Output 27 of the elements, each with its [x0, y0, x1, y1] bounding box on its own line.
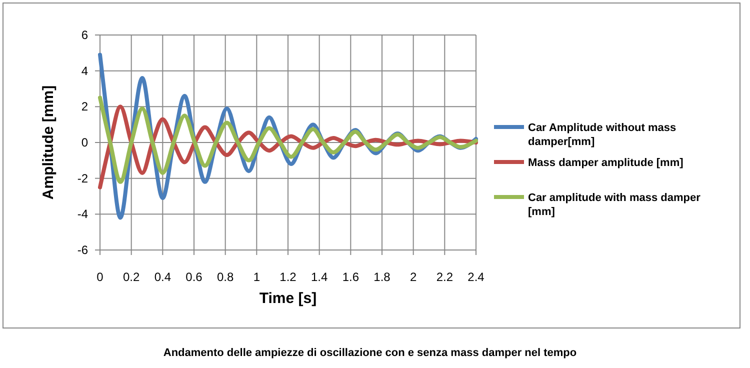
y-tick-label: 2 — [81, 100, 88, 114]
legend-label: Mass damper amplitude [mm] — [528, 157, 684, 169]
x-axis-title: Time [s] — [259, 290, 317, 307]
x-tick-label: 2 — [410, 270, 417, 284]
y-tick-label: -4 — [77, 207, 88, 222]
x-tick-label: 0.6 — [186, 270, 203, 284]
text: Andamento delle ampiezze di oscillazione con e senza mass damper nel tempo — [163, 347, 577, 359]
x-tick-label: 1.4 — [310, 270, 328, 284]
x-tick-label: 1.8 — [374, 270, 391, 284]
x-tick-label: 2.4 — [468, 270, 485, 284]
legend-label: Car amplitude with mass damper [mm] — [528, 192, 702, 218]
legend-label: Car Amplitude without mass damper[mm] — [528, 122, 676, 148]
x-tick-label: 2.2 — [436, 270, 454, 284]
x-tick-label: 0.2 — [122, 270, 140, 284]
y-tick-label: -6 — [77, 243, 88, 257]
y-tick-label: 6 — [81, 28, 88, 42]
x-tick-label: 0.4 — [154, 270, 172, 284]
y-tick-label: 0 — [81, 136, 88, 150]
x-tick-label: 1.2 — [280, 270, 297, 284]
y-tick-label: -2 — [77, 171, 88, 186]
x-tick-label: 1 — [253, 270, 260, 284]
y-tick-label: 4 — [81, 64, 88, 78]
y-axis-title: Amplitude [mm] — [40, 85, 57, 200]
x-tick-label: 0 — [96, 270, 104, 284]
line-series — [98, 96, 478, 184]
x-tick-label: 0.8 — [216, 270, 234, 284]
x-tick-label: 1.6 — [342, 270, 360, 284]
